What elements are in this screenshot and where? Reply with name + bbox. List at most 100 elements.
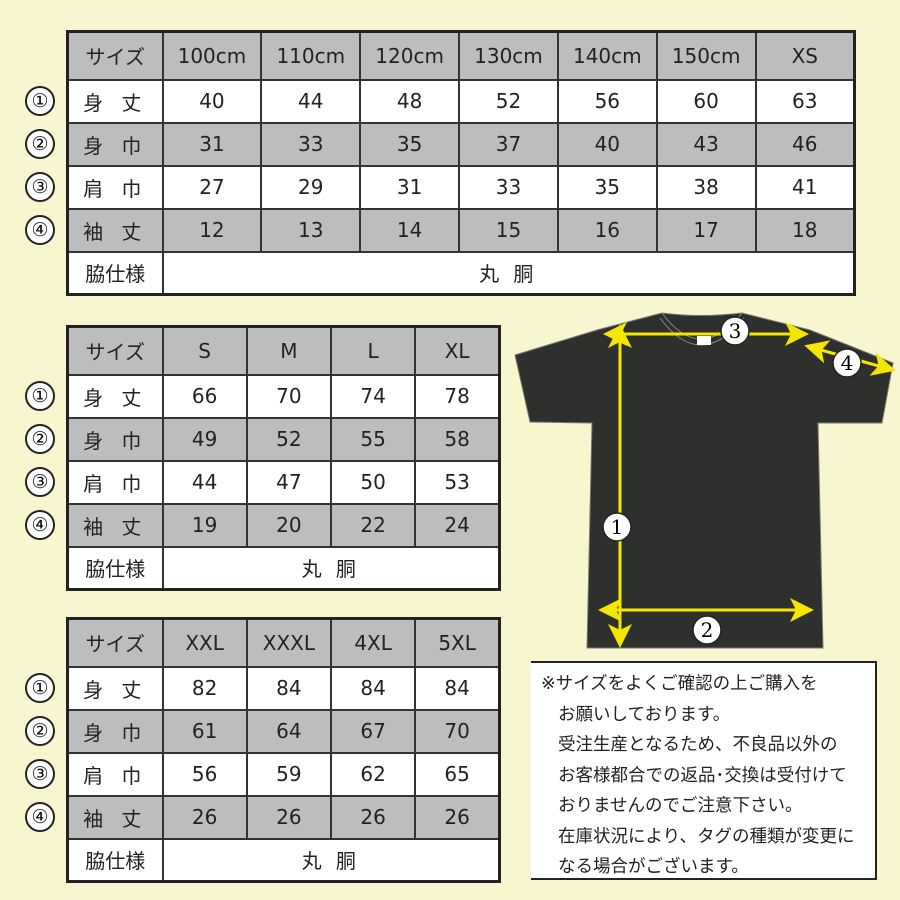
table-cell: 33 [260, 121, 362, 167]
table-cell: 26 [161, 794, 248, 840]
size-table: サイズ 100cm 110cm 120cm 130cm 140cm 150cm XS 身 丈 40… [66, 30, 856, 296]
table-cell: 38 [655, 164, 757, 210]
notice-box: ※サイズをよくご確認の上ご購入を お願いしております。 受注生産となるため、不良… [531, 661, 877, 880]
table-row: 肩 巾 44 47 50 53 [66, 459, 501, 505]
table-cell: 44 [161, 459, 248, 505]
size-header: 5XL [414, 617, 501, 668]
row-marker: ③ [25, 759, 55, 789]
table-cell: 35 [556, 164, 658, 210]
table-cell: 48 [359, 78, 461, 124]
side-spec-value: 丸 胴 [161, 545, 501, 591]
notice-line: 在庫状況により、タグの種類が変更に [558, 826, 855, 847]
row-marker: ③ [25, 467, 55, 497]
table-cell: 74 [329, 373, 417, 419]
table-cell: 27 [161, 164, 263, 210]
table-row: 袖 丈 26 26 26 26 [66, 794, 501, 840]
table-row: 身 巾 49 52 55 58 [66, 416, 501, 462]
table-cell: 52 [245, 416, 333, 462]
row-label: 身 巾 [66, 121, 164, 167]
table-cell: 14 [359, 207, 461, 253]
row-label: 肩 巾 [66, 164, 164, 210]
table-cell: 13 [260, 207, 362, 253]
table-cell: 16 [556, 207, 658, 253]
table-row: 肩 巾 27 29 31 33 35 38 41 [66, 164, 856, 210]
table-cell: 19 [161, 502, 248, 548]
side-spec-label: 脇仕様 [66, 250, 164, 296]
row-marker: ② [25, 716, 55, 746]
size-header: XXL [161, 617, 248, 668]
table-cell: 31 [359, 164, 461, 210]
table-cell: 84 [414, 665, 501, 711]
row-marker: ④ [25, 510, 55, 540]
table-cell: 67 [329, 708, 417, 754]
table-cell: 22 [329, 502, 417, 548]
table-cell: 66 [161, 373, 248, 419]
table-cell: 17 [655, 207, 757, 253]
table-cell: 56 [556, 78, 658, 124]
table-row: 身 丈 66 70 74 78 [66, 373, 501, 419]
side-spec-value: 丸 胴 [161, 250, 856, 296]
size-header: 110cm [260, 30, 362, 81]
table-cell: 18 [754, 207, 856, 253]
side-spec-value: 丸 胴 [161, 837, 501, 883]
header-label: サイズ [66, 325, 164, 376]
table-cell: 63 [754, 78, 856, 124]
table-cell: 49 [161, 416, 248, 462]
table-row: 肩 巾 56 59 62 65 [66, 751, 501, 797]
size-header: 100cm [161, 30, 263, 81]
size-header: XXXL [245, 617, 333, 668]
table-row: 身 巾 31 33 35 37 40 43 46 [66, 121, 856, 167]
side-spec-label: 脇仕様 [66, 545, 164, 591]
row-marker: ① [25, 673, 55, 703]
table-cell: 70 [245, 373, 333, 419]
table-cell: 65 [414, 751, 501, 797]
notice-line: おりませんのでご注意下さい。 [558, 796, 803, 816]
diagram-label-2: 2 [701, 618, 714, 642]
header-row: サイズ 100cm 110cm 120cm 130cm 140cm 150cm XS [66, 30, 856, 81]
table-cell: 15 [458, 207, 559, 253]
table-cell: 41 [754, 164, 856, 210]
table-cell: 52 [458, 78, 559, 124]
row-label: 身 巾 [66, 416, 164, 462]
size-table: サイズ XXL XXXL 4XL 5XL 身 丈 82 84 84 84 身 巾 61 64 67 70 肩 … [66, 617, 501, 883]
notice-line: ※サイズをよくご確認の上ご購入を [541, 674, 818, 694]
row-label: 身 丈 [66, 665, 164, 711]
row-marker: ① [25, 86, 55, 116]
table-row: 身 丈 40 44 48 52 56 60 63 [66, 78, 856, 124]
table-cell: 61 [161, 708, 248, 754]
table-cell: 33 [458, 164, 559, 210]
row-label: 身 丈 [66, 373, 164, 419]
diagram-label-4: 4 [841, 351, 854, 375]
table-cell: 35 [359, 121, 461, 167]
row-label: 肩 巾 [66, 751, 164, 797]
table-cell: 58 [414, 416, 501, 462]
row-marker: ② [25, 424, 55, 454]
size-header: 150cm [655, 30, 757, 81]
table-row: 袖 丈 19 20 22 24 [66, 502, 501, 548]
header-label: サイズ [66, 30, 164, 81]
size-header: 140cm [556, 30, 658, 81]
size-header: S [161, 325, 248, 376]
row-label: 袖 丈 [66, 207, 164, 253]
diagram-label-3: 3 [729, 319, 742, 343]
notice-line: なる場合がございます。 [558, 857, 749, 877]
row-marker: ③ [25, 172, 55, 202]
table-row: 身 丈 82 84 84 84 [66, 665, 501, 711]
table-cell: 50 [329, 459, 417, 505]
table-cell: 20 [245, 502, 333, 548]
notice-line: お客様都合での返品･交換は受付けて [558, 765, 847, 786]
side-spec-row: 脇仕様丸 胴 [66, 545, 501, 591]
table-cell: 59 [245, 751, 333, 797]
row-marker: ④ [25, 802, 55, 832]
table-cell: 60 [655, 78, 757, 124]
table-cell: 70 [414, 708, 501, 754]
table-cell: 26 [245, 794, 333, 840]
row-marker: ① [25, 381, 55, 411]
table-cell: 12 [161, 207, 263, 253]
row-label: 身 巾 [66, 708, 164, 754]
row-label: 肩 巾 [66, 459, 164, 505]
table-cell: 26 [414, 794, 501, 840]
header-label: サイズ [66, 617, 164, 668]
size-header: XS [754, 30, 856, 81]
